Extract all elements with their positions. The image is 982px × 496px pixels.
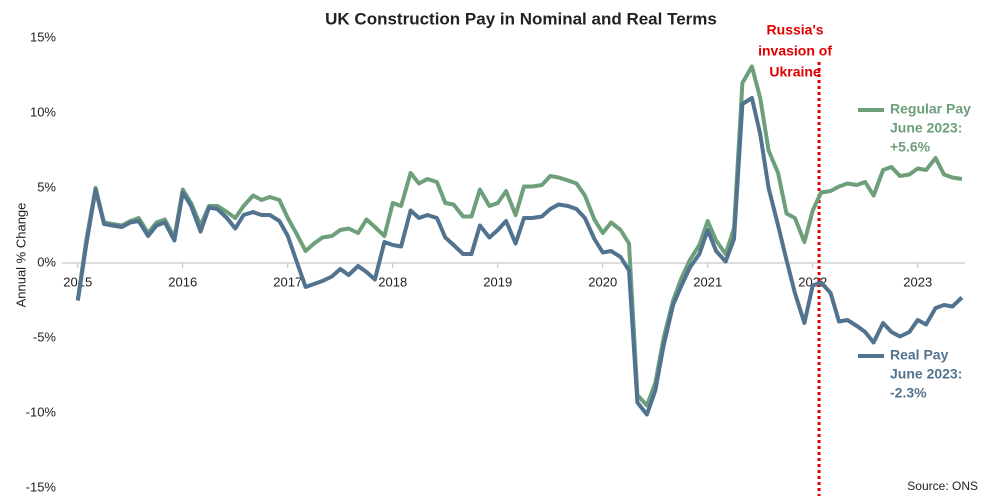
legend-label: June 2023: — [890, 366, 962, 382]
legend-label: Regular Pay — [890, 101, 971, 117]
series-line — [75, 64, 963, 408]
x-tick-label: 2023 — [903, 274, 932, 289]
y-tick-label: 15% — [30, 29, 56, 44]
legend-label: June 2023: — [890, 120, 962, 136]
y-tick-label: 0% — [37, 254, 56, 269]
y-tick-label: 5% — [37, 179, 56, 194]
x-tick-label: 2016 — [168, 274, 197, 289]
source: Source: ONS — [907, 479, 978, 493]
legend-label: +5.6% — [890, 139, 931, 155]
legend-label: -2.3% — [890, 385, 927, 401]
annotation: invasion of — [758, 43, 832, 59]
x-tick-label: 2018 — [378, 274, 407, 289]
y-axis-label: Annual % Change — [13, 203, 28, 308]
y-tick-label: -15% — [26, 479, 57, 494]
annotation: Russia's — [767, 22, 824, 38]
annotation: Ukraine — [769, 64, 821, 80]
x-tick-label: 2021 — [693, 274, 722, 289]
legend-label: Real Pay — [890, 347, 949, 363]
y-tick-label: -10% — [26, 404, 57, 419]
y-tick-label: -5% — [33, 329, 57, 344]
series-line — [75, 96, 964, 417]
x-tick-label: 2015 — [63, 274, 92, 289]
x-tick-label: 2017 — [273, 274, 302, 289]
chart-title: UK Construction Pay in Nominal and Real … — [325, 9, 717, 28]
x-tick-label: 2020 — [588, 274, 617, 289]
y-tick-label: 10% — [30, 104, 56, 119]
x-tick-label: 2019 — [483, 274, 512, 289]
